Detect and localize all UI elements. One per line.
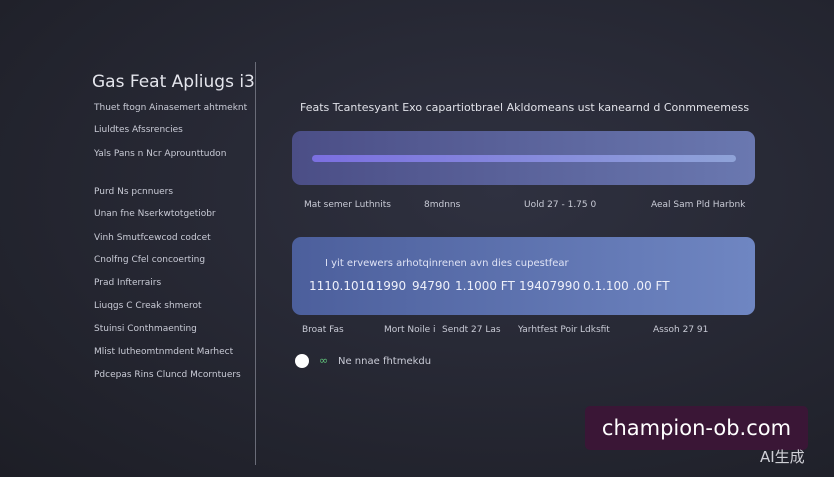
panel-values	[292, 237, 755, 315]
sidebar-item: Stuinsi Conthmaenting	[94, 324, 197, 334]
panel2-value: 19407990	[519, 279, 581, 293]
panel2-label: Sendt 27 Las	[442, 325, 501, 335]
sidebar-item: Prad Infterrairs	[94, 278, 162, 288]
sidebar-item: Yals Pans n Ncr Aprounttudon	[94, 149, 227, 159]
panel2-value: 94790	[412, 279, 451, 293]
sidebar-item: Mlist Iutheomtnmdent Marhect	[94, 347, 234, 357]
sidebar-item: Thuet ftogn Ainasemert ahtmeknt	[94, 103, 248, 113]
slider-track	[312, 155, 736, 162]
sidebar-title: Gas Feat Apliugs i3	[92, 72, 255, 92]
panel1-label: 8mdnns	[424, 200, 461, 210]
sidebar-item: Cnolfng Cfel concoerting	[94, 255, 206, 265]
panel-slider	[292, 131, 755, 185]
panel1-label: Mat semer Luthnits	[304, 200, 391, 210]
panel2-value: 11990	[368, 279, 407, 293]
heading: Feats Tcantesyant Exo capartiotbrael Akl…	[300, 101, 750, 114]
watermark: champion-ob.com	[585, 406, 808, 450]
panel2-value: 1.1000 FT	[455, 279, 515, 293]
panel2-value: 1110.1010	[309, 279, 374, 293]
sidebar-item: Unan fne Nserkwtotgetiobr	[94, 209, 216, 219]
panel1-label: Aeal Sam Pld Harbnk	[651, 200, 746, 210]
panel2-label: Broat Fas	[302, 325, 344, 335]
sidebar-item: Pdcepas Rins Cluncd Mcorntuers	[94, 370, 241, 380]
panel-text: I yit ervewers arhotqinrenen avn dies cu…	[325, 258, 569, 269]
sidebar-item: Liuldtes Afssrencies	[94, 125, 183, 135]
sidebar-item: Purd Ns pcnnuers	[94, 187, 174, 197]
toggle-label: Ne nnae fhtmekdu	[338, 356, 432, 367]
panel1-label: Uold 27 - 1.75 0	[524, 200, 597, 210]
sidebar-item: Vinh Smutfcewcod codcet	[94, 233, 211, 243]
panel2-label: Mort Noile i	[384, 325, 436, 335]
panel2-value: 0.1.100 .00 FT	[583, 279, 670, 293]
toggle-icon: ∞	[319, 354, 329, 367]
panel2-label: Assoh 27 91	[653, 325, 709, 335]
sidebar-item: Liuqgs C Creak shmerot	[94, 301, 202, 311]
divider	[255, 62, 256, 465]
panel2-label: Yarhtfest Poir Ldksfit	[518, 325, 610, 335]
toggle[interactable]	[295, 354, 309, 368]
watermark-tag: AI生成	[760, 448, 805, 466]
